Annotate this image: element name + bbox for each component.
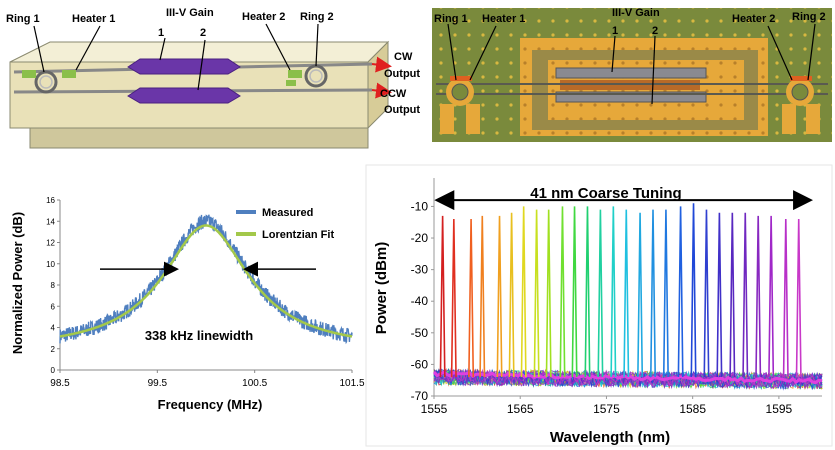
spectrum-peak bbox=[508, 212, 515, 378]
photo-heater2-label: Heater 2 bbox=[732, 13, 775, 25]
spectrum-peak bbox=[468, 219, 475, 378]
spectrum-peak bbox=[703, 209, 710, 378]
device-schematic-panel: Ring 1 Heater 1 III-V Gain 1 2 Heater 2 … bbox=[6, 7, 420, 149]
series-lorentzian-fit-line bbox=[59, 224, 353, 338]
linewidth-x-tick-label: 101.5 bbox=[339, 378, 364, 389]
cw-output-label-line2: Output bbox=[384, 68, 420, 80]
linewidth-y-tick-label: 16 bbox=[46, 196, 55, 205]
photo-ring1-label: Ring 1 bbox=[434, 13, 468, 25]
linewidth-x-tick-label: 99.5 bbox=[148, 378, 168, 389]
spectrum-peak bbox=[439, 215, 446, 378]
legend-label-measured: Measured bbox=[262, 207, 313, 219]
linewidth-x-tick-label: 100.5 bbox=[242, 378, 267, 389]
tuning-y-axis-label: Power (dBm) bbox=[373, 242, 390, 335]
spectrum-peak bbox=[755, 215, 762, 378]
tuning-y-tick-label: -70 bbox=[411, 389, 429, 403]
spectrum-peak bbox=[559, 206, 566, 378]
tuning-x-tick-label: 1595 bbox=[766, 402, 793, 416]
linewidth-chart: Normalized Power (dB) Frequency (MHz) 33… bbox=[10, 196, 365, 412]
spectrum-peak bbox=[623, 209, 630, 378]
tuning-x-axis-label: Wavelength (nm) bbox=[550, 429, 670, 446]
linewidth-legend: Measured Lorentzian Fit bbox=[236, 207, 334, 241]
spectrum-peak bbox=[729, 212, 736, 378]
linewidth-y-tick-label: 10 bbox=[46, 260, 55, 269]
spectrum-peak bbox=[610, 206, 617, 378]
tuning-y-tick-label: -10 bbox=[411, 199, 429, 213]
device-photo-panel: Ring 1 Heater 1 III-V Gain 1 2 Heater 2 … bbox=[432, 7, 832, 142]
spectrum-peak bbox=[677, 206, 684, 378]
linewidth-y-tick-label: 4 bbox=[51, 324, 56, 333]
tuning-y-tick-label: -50 bbox=[411, 326, 429, 340]
spectrum-peak bbox=[479, 215, 486, 378]
tuning-chart-frame bbox=[365, 164, 833, 447]
tuning-x-tick-label: 1575 bbox=[593, 402, 620, 416]
tuning-x-tick-label: 1585 bbox=[679, 402, 706, 416]
linewidth-annotation: 338 kHz linewidth bbox=[145, 328, 253, 343]
spectrum-peak bbox=[637, 212, 644, 378]
spectrum-peak bbox=[571, 206, 578, 378]
schematic-gain-label: III-V Gain bbox=[166, 7, 214, 19]
photo-gain-num1: 1 bbox=[612, 25, 618, 37]
photo-gain-label: III-V Gain bbox=[612, 7, 660, 19]
schematic-heater2-label: Heater 2 bbox=[242, 11, 285, 23]
linewidth-x-tick-label: 98.5 bbox=[50, 378, 70, 389]
linewidth-y-tick-label: 0 bbox=[51, 366, 56, 375]
schematic-gain-num2: 2 bbox=[200, 27, 206, 39]
tuning-x-tick-label: 1565 bbox=[507, 402, 534, 416]
spectrum-peak bbox=[795, 219, 802, 378]
linewidth-y-tick-label: 2 bbox=[51, 345, 56, 354]
spectrum-peak bbox=[496, 215, 503, 378]
schematic-gain-num1: 1 bbox=[158, 27, 164, 39]
ccw-output-label-line1: CCW bbox=[380, 88, 407, 100]
spectrum-peak bbox=[597, 209, 604, 378]
tuning-y-tick-label: -40 bbox=[411, 294, 429, 308]
tuning-chart: Power (dBm) Wavelength (nm) 41 nm Coarse… bbox=[365, 164, 833, 447]
spectrum-peak bbox=[716, 212, 723, 378]
schematic-ring1-label: Ring 1 bbox=[6, 13, 40, 25]
spectrum-peak bbox=[533, 209, 540, 378]
spectrum-peak bbox=[545, 209, 552, 378]
spectrum-peak bbox=[584, 206, 591, 378]
spectrum-peak bbox=[768, 215, 775, 378]
photo-ring2-label: Ring 2 bbox=[792, 11, 826, 23]
cw-output-label-line1: CW bbox=[394, 51, 413, 63]
tuning-x-tick-label: 1555 bbox=[421, 402, 448, 416]
noise-floor-highlight bbox=[432, 370, 823, 385]
legend-label-lorentzian: Lorentzian Fit bbox=[262, 229, 334, 241]
spectrum-peak bbox=[782, 219, 789, 378]
linewidth-y-tick-label: 14 bbox=[46, 217, 55, 226]
spectrum-peak bbox=[520, 206, 527, 378]
spectrum-peak bbox=[742, 212, 749, 378]
linewidth-y-axis-label: Normalized Power (dB) bbox=[10, 212, 25, 354]
photo-gain-num2: 2 bbox=[652, 25, 658, 37]
linewidth-x-axis-label: Frequency (MHz) bbox=[158, 397, 263, 412]
tuning-y-tick-label: -20 bbox=[411, 231, 429, 245]
spectrum-peak bbox=[450, 219, 457, 378]
tuning-y-tick-label: -30 bbox=[411, 263, 429, 277]
linewidth-y-tick-label: 12 bbox=[46, 239, 55, 248]
schematic-heater1-label: Heater 1 bbox=[72, 13, 115, 25]
linewidth-y-tick-label: 6 bbox=[51, 302, 56, 311]
linewidth-y-tick-label: 8 bbox=[51, 281, 56, 290]
spectrum-peak bbox=[650, 209, 657, 378]
photo-heater1-label: Heater 1 bbox=[482, 13, 525, 25]
spectrum-peak bbox=[690, 203, 697, 378]
schematic-ring2-label: Ring 2 bbox=[300, 11, 334, 23]
spectrum-peak bbox=[662, 209, 669, 378]
ccw-output-label-line2: Output bbox=[384, 104, 420, 116]
tuning-y-tick-label: -60 bbox=[411, 357, 429, 371]
